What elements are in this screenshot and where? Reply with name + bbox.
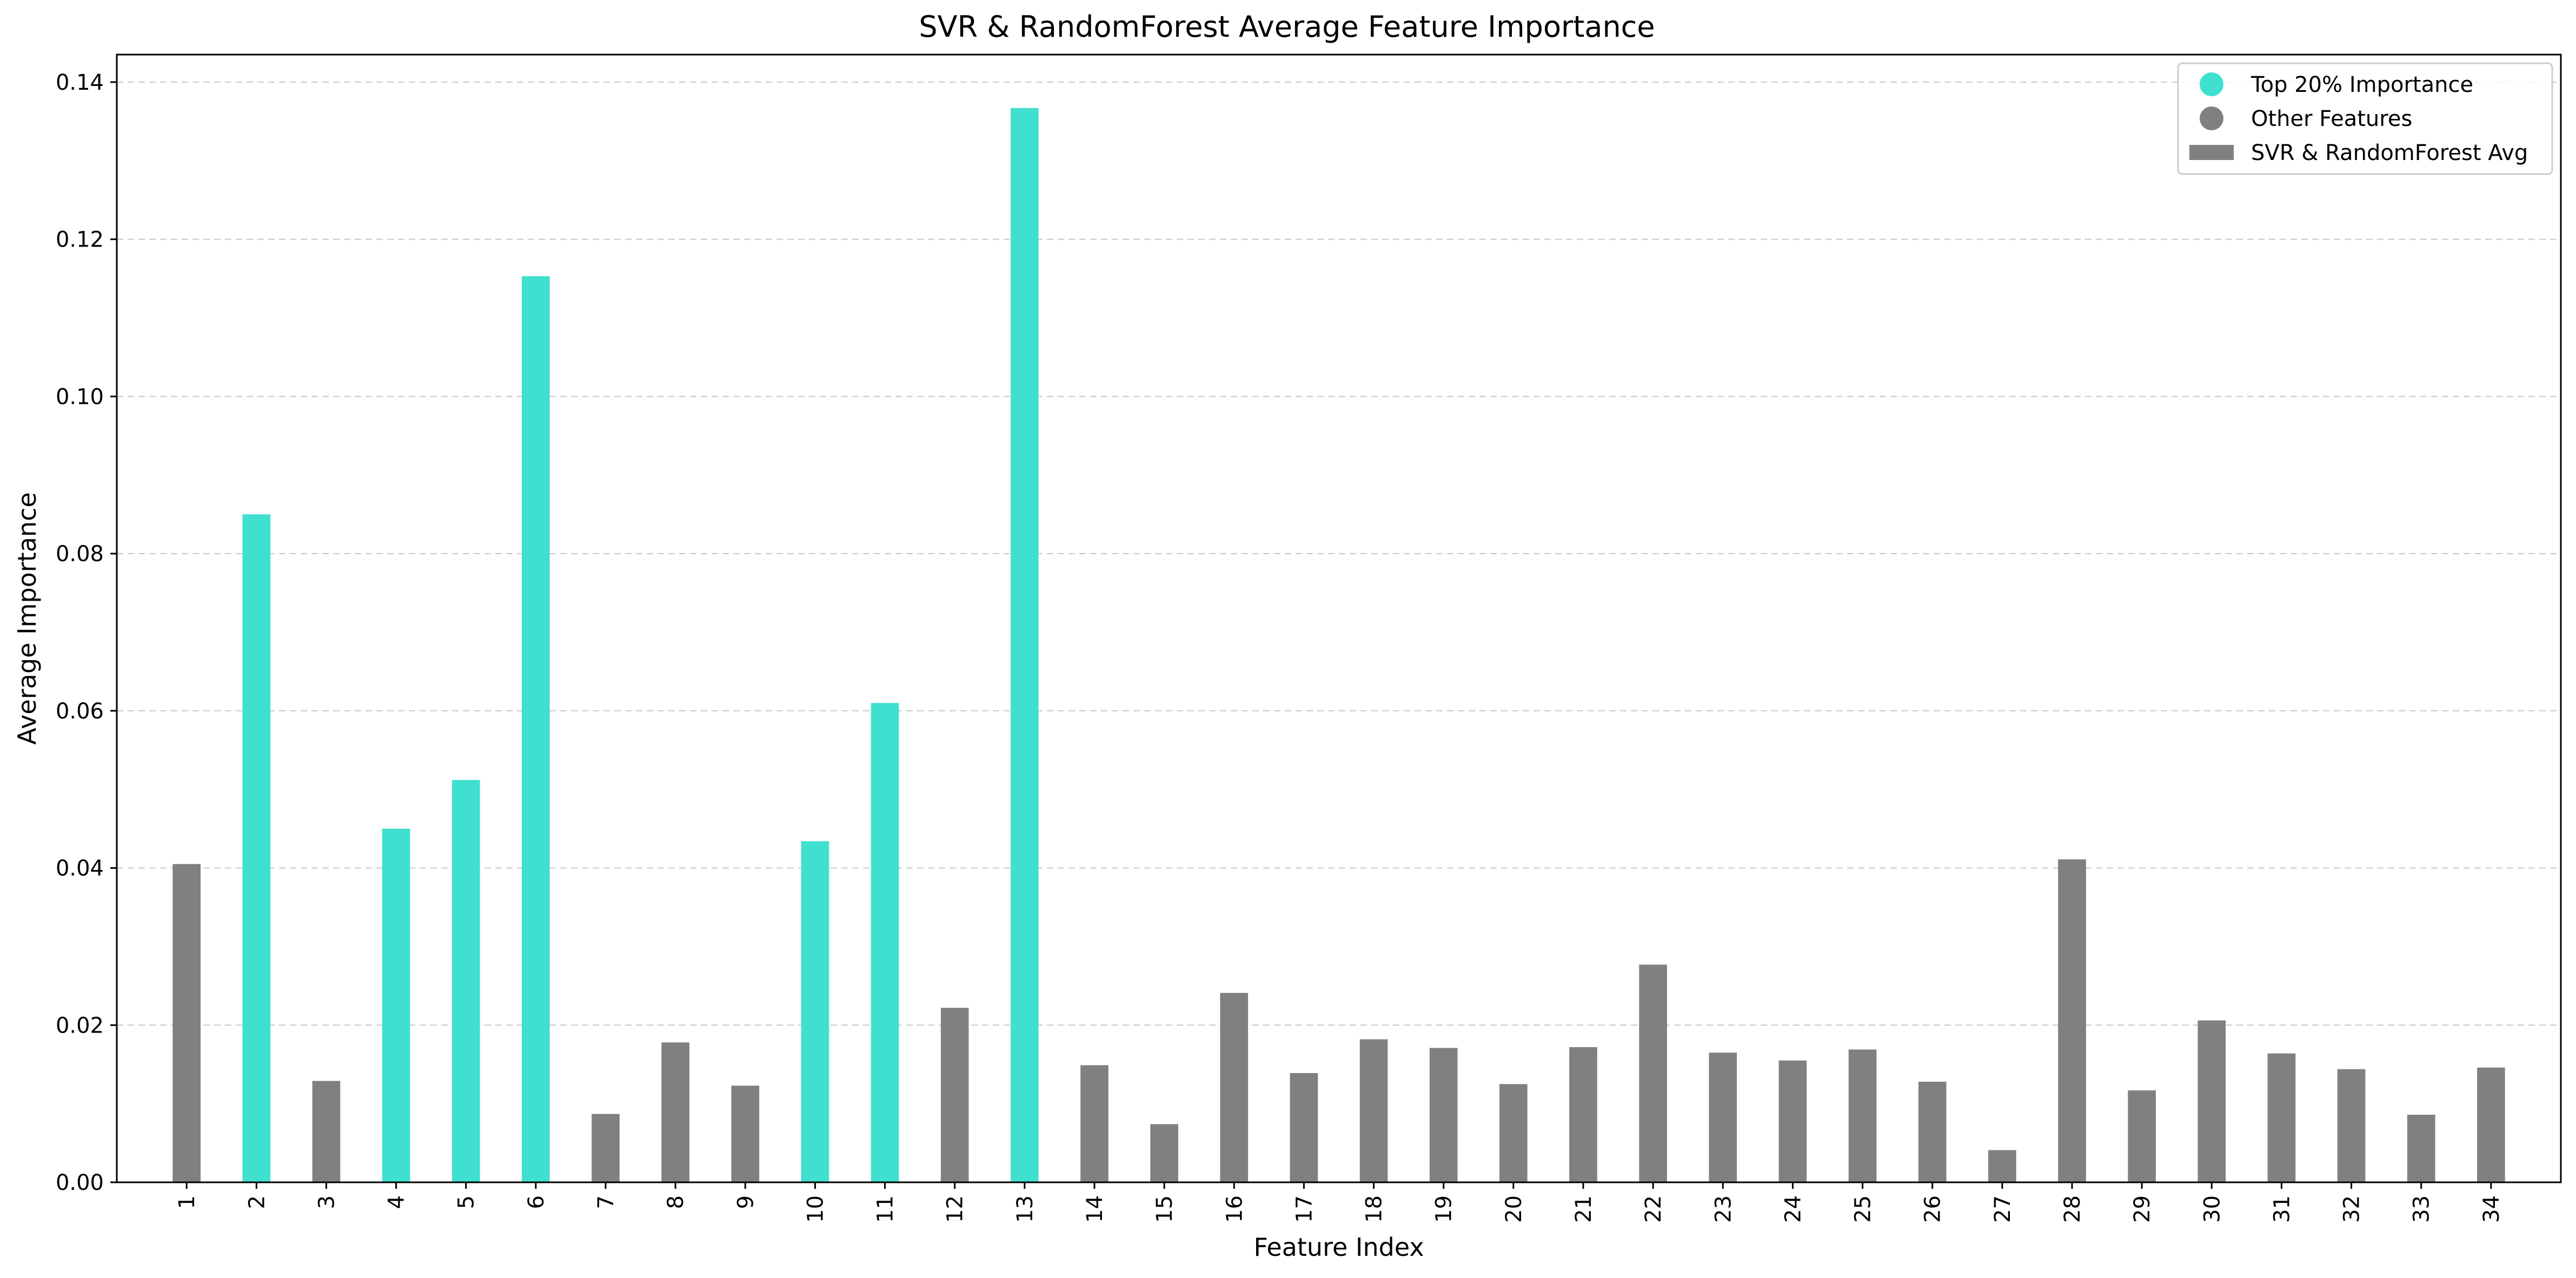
y-axis-label: Average Importance (12, 492, 42, 744)
bar-feature-11 (871, 703, 899, 1182)
legend-label-top: Top 20% Importance (2250, 72, 2473, 97)
x-tick-label: 32 (2340, 1195, 2365, 1223)
x-tick-label: 31 (2269, 1195, 2294, 1223)
bars (172, 108, 2505, 1183)
x-tick-label: 24 (1781, 1195, 1805, 1223)
bar-feature-31 (2267, 1053, 2296, 1182)
bar-feature-23 (1709, 1053, 1737, 1182)
bar-feature-17 (1290, 1073, 1318, 1182)
bar-feature-27 (1988, 1150, 2016, 1182)
x-tick-label: 14 (1083, 1195, 1107, 1223)
bar-feature-30 (2197, 1020, 2226, 1182)
x-tick-label: 6 (524, 1195, 549, 1209)
bar-feature-12 (940, 1008, 969, 1182)
bar-feature-7 (592, 1114, 620, 1182)
x-tick-label: 33 (2409, 1195, 2434, 1223)
bar-feature-32 (2337, 1069, 2366, 1182)
x-tick-label: 15 (1152, 1195, 1177, 1223)
bar-feature-14 (1080, 1065, 1108, 1182)
bar-feature-10 (801, 841, 829, 1182)
bar-feature-1 (172, 864, 201, 1182)
legend-label-other: Other Features (2251, 106, 2412, 131)
bar-feature-16 (1220, 993, 1249, 1182)
x-tick-label: 28 (2060, 1195, 2085, 1223)
y-tick-label: 0.06 (56, 699, 104, 724)
bar-feature-2 (242, 514, 271, 1182)
legend-box (2177, 62, 2553, 175)
x-tick-label: 9 (733, 1195, 758, 1209)
y-tick-label: 0.08 (56, 542, 104, 567)
x-tick-label: 3 (314, 1195, 339, 1209)
legend-marker-top (2200, 72, 2223, 96)
x-tick-label: 25 (1851, 1195, 1876, 1223)
y-tick-label: 0.02 (56, 1013, 104, 1038)
legend: Top 20% Importance Other Features SVR & … (2177, 62, 2553, 175)
bar-feature-18 (1359, 1039, 1388, 1182)
x-axis: 1 2 3 4 5 6 7 8 9 10 11 12 13 14 15 16 17 18 19 20 21 22 23 24 2… (175, 1182, 2504, 1223)
y-tick-label: 0.14 (56, 70, 104, 95)
bar-feature-6 (522, 276, 550, 1183)
x-tick-label: 17 (1292, 1195, 1317, 1223)
x-tick-label: 10 (803, 1195, 828, 1223)
legend-marker-other (2200, 106, 2223, 130)
x-tick-label: 4 (384, 1195, 409, 1209)
y-axis: 0.00 0.02 0.04 0.06 0.08 0.10 0.12 0.14 (56, 70, 117, 1195)
bar-feature-15 (1150, 1124, 1178, 1182)
x-tick-label: 27 (1990, 1195, 2015, 1223)
bar-feature-29 (2128, 1090, 2156, 1182)
bar-feature-20 (1499, 1084, 1528, 1182)
x-tick-label: 7 (594, 1195, 619, 1209)
x-tick-label: 34 (2479, 1195, 2504, 1223)
x-tick-label: 1 (175, 1195, 200, 1209)
x-tick-label: 12 (943, 1195, 968, 1223)
x-tick-label: 29 (2130, 1195, 2155, 1223)
bar-feature-13 (1011, 108, 1039, 1183)
bar-feature-4 (382, 828, 410, 1182)
bar-feature-19 (1429, 1048, 1458, 1182)
x-tick-label: 21 (1571, 1195, 1596, 1223)
gridlines (117, 81, 2561, 1026)
x-tick-label: 16 (1222, 1195, 1247, 1223)
x-tick-label: 23 (1711, 1195, 1736, 1223)
bar-feature-25 (1848, 1049, 1877, 1182)
bar-feature-26 (1918, 1081, 1947, 1182)
chart-title: SVR & RandomForest Average Feature Impor… (919, 10, 1655, 44)
x-tick-label: 22 (1641, 1195, 1666, 1223)
y-tick-label: 0.00 (56, 1170, 104, 1195)
bar-feature-28 (2058, 859, 2086, 1182)
bar-feature-9 (731, 1086, 760, 1182)
x-axis-label: Feature Index (1253, 1233, 1424, 1262)
y-tick-label: 0.12 (56, 228, 104, 252)
x-tick-label: 20 (1502, 1195, 1526, 1223)
x-tick-label: 19 (1432, 1195, 1457, 1223)
bar-feature-5 (452, 780, 480, 1182)
legend-marker-avg (2189, 145, 2234, 160)
x-tick-label: 13 (1013, 1195, 1038, 1223)
bar-feature-33 (2407, 1114, 2435, 1182)
bar-feature-24 (1778, 1060, 1807, 1182)
bar-feature-3 (312, 1081, 341, 1182)
bar-feature-34 (2477, 1067, 2505, 1182)
y-tick-label: 0.04 (56, 856, 104, 881)
bar-feature-22 (1639, 964, 1667, 1182)
x-tick-label: 5 (454, 1195, 479, 1209)
x-tick-label: 8 (663, 1195, 688, 1209)
x-tick-label: 18 (1362, 1195, 1387, 1223)
x-tick-label: 2 (244, 1195, 269, 1209)
bar-feature-8 (661, 1042, 689, 1182)
bar-feature-21 (1569, 1047, 1597, 1182)
x-tick-label: 11 (873, 1195, 898, 1223)
x-tick-label: 30 (2200, 1195, 2225, 1223)
legend-label-avg: SVR & RandomForest Avg (2251, 141, 2528, 165)
x-tick-label: 26 (1921, 1195, 1946, 1223)
plot-frame (116, 54, 2562, 1183)
y-tick-label: 0.10 (56, 384, 104, 409)
